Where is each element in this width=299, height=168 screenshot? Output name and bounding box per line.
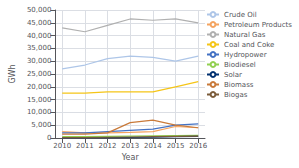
svg-text:2014: 2014 [144,142,162,150]
svg-text:Coal and Coke: Coal and Coke [224,41,274,49]
svg-text:Biomass: Biomass [224,81,254,89]
svg-text:2012: 2012 [99,142,117,150]
svg-text:0: 0 [47,134,51,142]
svg-text:20,000: 20,000 [27,83,52,91]
svg-text:2011: 2011 [76,142,94,150]
svg-text:Solar: Solar [224,71,242,79]
svg-text:GWh: GWh [8,64,17,83]
svg-text:2010: 2010 [53,142,71,150]
svg-text:Natural Gas: Natural Gas [224,31,266,39]
svg-text:2013: 2013 [121,142,139,150]
svg-text:45,000: 45,000 [27,19,52,27]
svg-text:15,000: 15,000 [27,96,52,104]
svg-text:35,000: 35,000 [27,44,52,52]
svg-text:10,000: 10,000 [27,108,52,116]
svg-text:40,000: 40,000 [27,32,52,40]
svg-text:Year: Year [121,153,140,162]
svg-text:5,000: 5,000 [31,121,51,129]
svg-text:50,000: 50,000 [27,6,52,14]
svg-text:Biogas: Biogas [224,91,248,99]
svg-text:25,000: 25,000 [27,70,52,78]
svg-text:2016: 2016 [189,142,207,150]
svg-text:Crude Oil: Crude Oil [224,11,257,19]
svg-text:30,000: 30,000 [27,57,52,65]
svg-text:2015: 2015 [167,142,185,150]
svg-text:Biodiesel: Biodiesel [224,61,256,69]
svg-text:Petroleum Products: Petroleum Products [224,21,292,29]
svg-text:Hydropower: Hydropower [224,51,267,59]
